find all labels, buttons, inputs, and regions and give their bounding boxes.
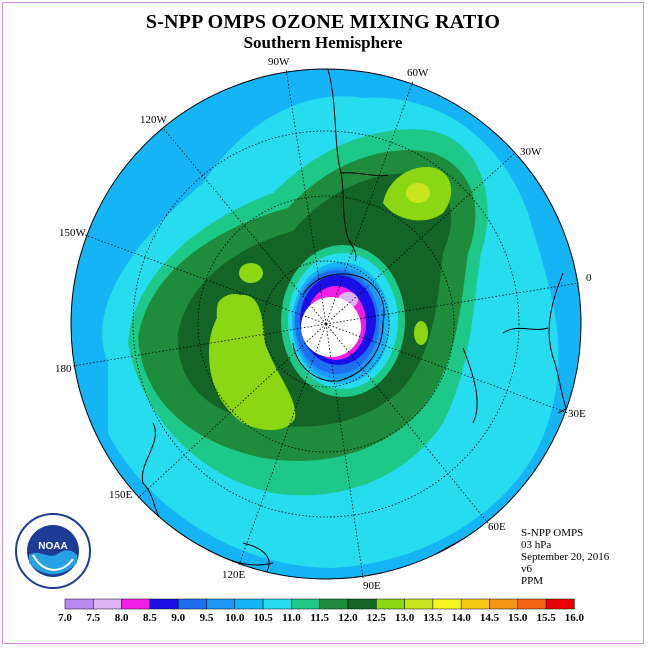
colorbar-tick-label: 8.0 [115, 612, 129, 624]
colorbar-tick-label: 8.5 [143, 612, 157, 624]
lon-label-120w: 120W [140, 114, 168, 126]
colorbar-tick-label: 9.5 [200, 612, 214, 624]
colorbar-tick-label: 12.5 [367, 612, 387, 624]
colorbar-swatch [376, 598, 405, 610]
colorbar-swatch [93, 598, 122, 610]
lon-label-90e: 90E [363, 580, 381, 592]
colorbar-swatch [517, 598, 547, 610]
colorbar-tick-label: 7.0 [58, 612, 72, 624]
colorbar-tick-label: 15.5 [536, 612, 556, 624]
lon-label-180: 180 [55, 363, 72, 375]
colorbar-tick-label: 7.5 [86, 612, 100, 624]
colorbar-tick-label: 12.0 [338, 612, 358, 624]
info-date: September 20, 2016 [521, 551, 610, 563]
colorbar-swatch [64, 598, 94, 610]
lon-label-150w: 150W [59, 227, 87, 239]
lon-label-0: 0 [586, 272, 592, 284]
noaa-logo: NOAA [15, 513, 91, 589]
colorbar-tick-label: 10.5 [253, 612, 273, 624]
info-version: v6 [521, 563, 532, 575]
colorbar-tick-label: 13.5 [423, 612, 443, 624]
info-instrument: S-NPP OMPS [521, 527, 584, 539]
colorbar-tick-label: 11.5 [310, 612, 329, 624]
noaa-logo-text: NOAA [38, 541, 67, 552]
colorbar-swatch [291, 598, 320, 610]
colorbar: 7.0 7.5 8.0 8.5 9.0 9.5 10.0 10.5 11.0 11.5 12.0 12… [58, 598, 585, 624]
info-units: PPM [521, 575, 544, 587]
colorbar-swatch [432, 598, 462, 610]
colorbar-swatch [404, 598, 434, 610]
info-level: 03 hPa [521, 539, 552, 551]
colorbar-tick-label: 14.0 [452, 612, 472, 624]
graticule [72, 68, 580, 579]
colorbar-swatch [460, 598, 490, 610]
lon-label-60e: 60E [488, 521, 506, 533]
colorbar-tick-label: 16.0 [565, 612, 585, 624]
colorbar-swatch [319, 598, 349, 610]
page-title: S-NPP OMPS OZONE MIXING RATIO [145, 11, 501, 33]
colorbar-tick-label: 13.0 [395, 612, 415, 624]
colorbar-tick-label: 9.0 [171, 612, 185, 624]
lon-label-60w: 60W [407, 67, 429, 79]
page-subtitle: Southern Hemisphere [243, 33, 403, 52]
page-frame: 90W 60W 30W 0 30E 60E 90E 120E 150E 180 … [2, 2, 644, 644]
colorbar-tick-label: 15.0 [508, 612, 528, 624]
colorbar-swatch [347, 598, 377, 610]
lon-label-150e: 150E [109, 489, 133, 501]
colorbar-swatch [262, 598, 292, 610]
lon-label-30e: 30E [568, 408, 586, 420]
lon-label-30w: 30W [520, 146, 542, 158]
colorbar-swatch [545, 598, 575, 610]
colorbar-swatch [149, 598, 179, 610]
colorbar-swatch [206, 598, 236, 610]
colorbar-swatch [121, 598, 151, 610]
colorbar-tick-label: 10.0 [225, 612, 245, 624]
lon-label-90w: 90W [268, 56, 290, 68]
lon-label-120e: 120E [222, 569, 246, 581]
ozone-contour-fill [71, 69, 581, 579]
colorbar-swatch [234, 598, 264, 610]
colorbar-swatch [177, 598, 207, 610]
colorbar-tick-label: 11.0 [282, 612, 301, 624]
polar-ozone-map: 90W 60W 30W 0 30E 60E 90E 120E 150E 180 … [15, 56, 592, 624]
colorbar-swatch [489, 598, 519, 610]
colorbar-tick-label: 14.5 [480, 612, 500, 624]
